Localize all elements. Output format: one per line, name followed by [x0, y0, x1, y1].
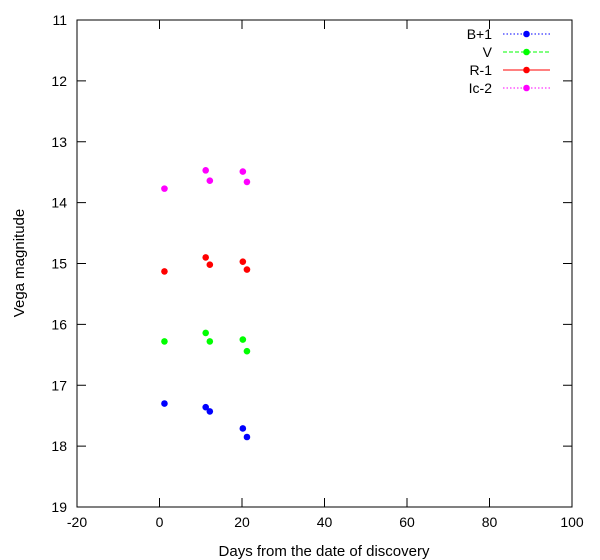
data-point	[243, 347, 251, 355]
y-tick-label: 19	[51, 499, 67, 515]
data-point	[161, 338, 168, 345]
data-point	[239, 336, 247, 343]
data-points	[161, 167, 251, 441]
data-point	[206, 177, 214, 185]
x-tick-label: 80	[482, 514, 498, 530]
x-tick-label: 100	[560, 514, 584, 530]
x-axis-label: Days from the date of discovery	[219, 543, 430, 560]
series-v	[161, 329, 251, 355]
x-tick-label: 40	[317, 514, 333, 530]
y-tick-label: 15	[51, 256, 67, 272]
data-point	[239, 258, 247, 265]
data-point	[202, 403, 209, 411]
data-point	[161, 400, 168, 407]
legend-label: R-1	[469, 62, 492, 78]
x-tick-label: 0	[156, 514, 164, 530]
legend-label: Ic-2	[469, 80, 493, 96]
data-point	[206, 338, 214, 345]
series-b-1	[161, 400, 251, 441]
data-point	[161, 268, 168, 275]
legend-label: B+1	[467, 26, 493, 42]
x-tick-label: 20	[234, 514, 250, 530]
data-point	[243, 433, 251, 441]
axis-ticks: -20 0 20 40 60 80 100 11 12 13 14 15 16 17 18 19	[51, 12, 583, 530]
plot-area	[76, 19, 573, 508]
data-point	[202, 254, 209, 261]
data-point	[202, 329, 209, 337]
legend-marker	[523, 48, 530, 56]
legend-label: V	[483, 44, 493, 60]
data-point	[161, 185, 168, 192]
y-axis-label: Vega magnitude	[11, 209, 28, 317]
y-tick-label: 14	[51, 195, 67, 211]
y-tick-label: 17	[51, 377, 67, 393]
legend-marker	[523, 30, 530, 38]
data-point	[206, 261, 214, 269]
y-tick-label: 13	[51, 134, 67, 150]
data-point	[239, 425, 247, 432]
y-tick-label: 16	[51, 316, 67, 332]
series-ic-2	[161, 167, 251, 192]
series-r-1	[161, 254, 251, 275]
data-point	[243, 266, 251, 273]
data-point	[243, 178, 251, 186]
x-tick-label: -20	[67, 514, 87, 530]
data-point	[202, 167, 209, 174]
legend-marker	[523, 84, 530, 92]
x-tick-label: 60	[399, 514, 415, 530]
legend: B+1 V R-1 Ic-2	[467, 26, 550, 96]
data-point	[239, 168, 247, 175]
y-tick-label: 11	[52, 12, 67, 28]
y-tick-label: 18	[51, 438, 67, 454]
legend-marker	[523, 66, 530, 74]
y-tick-label: 12	[51, 73, 67, 89]
data-point	[206, 408, 214, 415]
